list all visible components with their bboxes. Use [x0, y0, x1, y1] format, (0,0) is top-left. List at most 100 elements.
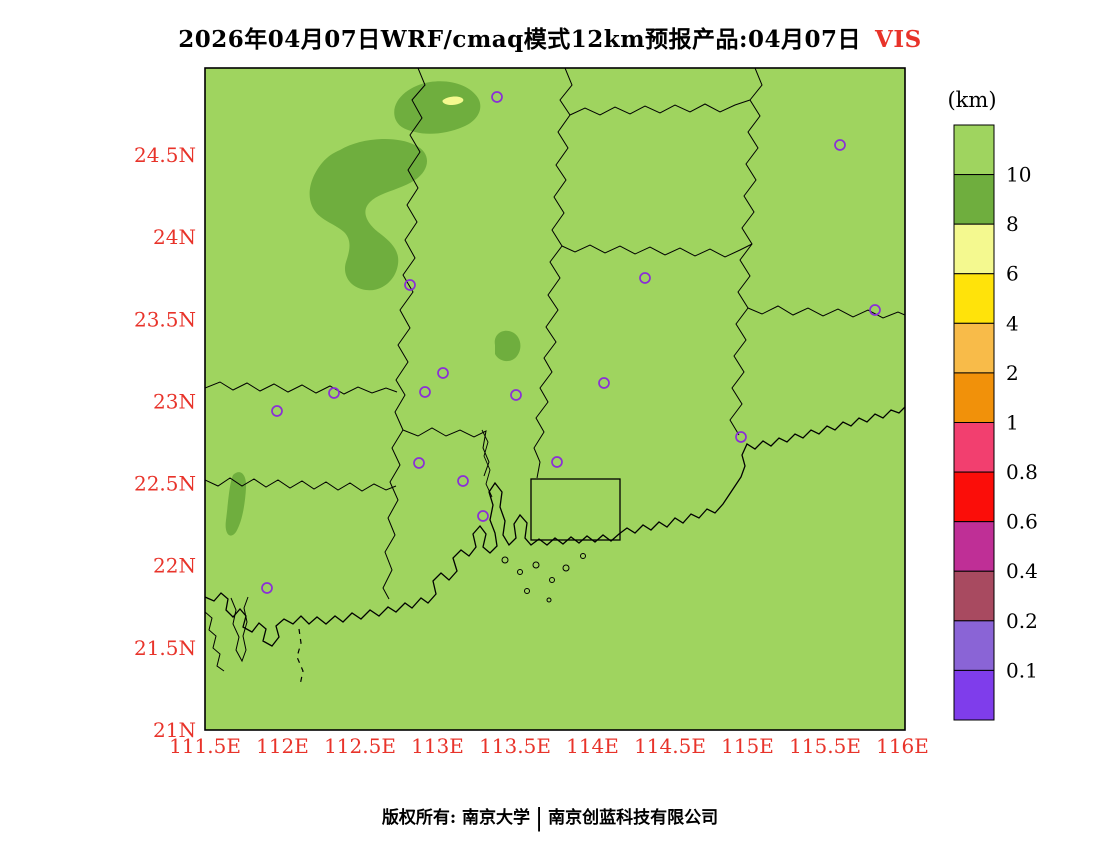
island [549, 577, 555, 583]
lon-axis-labels: 111.5E 112E 112.5E 113E 113.5E 114E 114.5E 115E… [169, 734, 929, 758]
colorbar-tick-label: 8 [1006, 212, 1019, 236]
colorbar-tick-label: 2 [1006, 361, 1019, 385]
lat-label: 23.5N [134, 307, 196, 331]
coastline [205, 406, 905, 686]
lon-label: 113E [411, 734, 464, 758]
island [580, 553, 586, 559]
contour-patch-center [494, 330, 521, 362]
lat-label: 23N [153, 389, 196, 413]
boundary-southwest [205, 477, 397, 492]
colorbar-tick-label: 0.8 [1006, 460, 1038, 484]
city-marker [437, 367, 449, 379]
city-marker [477, 510, 489, 522]
city-marker [869, 304, 881, 316]
colorbar-tick-label: 10 [1006, 163, 1031, 187]
colorbar-cell [953, 471, 995, 523]
lat-axis-labels: 24.5N 24N 23.5N 23N 22.5N 22N 21.5N 21N [134, 143, 196, 742]
colorbar-cell [953, 223, 995, 275]
lon-label: 116E [876, 734, 929, 758]
lat-label: 24N [153, 225, 196, 249]
boundary-east [729, 68, 763, 436]
title-variable: VIS [875, 26, 922, 53]
colorbar-cell [953, 570, 995, 622]
colorbar-cell [953, 372, 995, 423]
island [532, 561, 540, 569]
contour-patches [225, 81, 521, 536]
colorbar-cell [953, 174, 995, 225]
city-marker [551, 456, 563, 468]
city-marker [834, 139, 846, 151]
city-marker [639, 272, 651, 284]
company-text: 南京创蓝科技有限公司 [548, 808, 719, 828]
colorbar-cell [953, 124, 995, 176]
colorbar-tick-label: 0.2 [1006, 609, 1038, 633]
province-boundaries [205, 68, 905, 600]
colorbar-cell [953, 620, 995, 671]
copyright-text: 版权所有: 南京大学 [381, 808, 531, 828]
city-marker [413, 457, 425, 469]
island [562, 564, 570, 572]
lon-label: 114E [566, 734, 619, 758]
copyright-separator: | [535, 804, 544, 832]
lat-label: 21N [153, 718, 196, 742]
city-marker [510, 389, 522, 401]
title-text: 2026年04月07日WRF/cmaq模式12km预报产品:04月07日 [178, 26, 862, 53]
boundary-northeast [747, 305, 905, 319]
river-channel [481, 429, 493, 498]
lon-label: 112E [256, 734, 309, 758]
coastline-main [205, 406, 905, 647]
colorbar-cell [953, 421, 995, 473]
contour-patch-north [394, 81, 481, 134]
boundary-north-mid [561, 243, 753, 258]
colorbar-tick-label: 1 [1006, 410, 1019, 434]
colorbar-unit-label: (km) [947, 88, 996, 112]
city-marker [271, 405, 283, 417]
footer-copyright: 版权所有: 南京大学 | 南京创蓝科技有限公司 [0, 803, 1100, 832]
colorbar-tick-label: 0.6 [1006, 510, 1038, 534]
boundary-west-horizontal [205, 381, 398, 395]
contour-patch-northwest [309, 138, 428, 291]
map-frame [204, 67, 906, 731]
city-marker [404, 279, 416, 291]
island [524, 588, 530, 594]
contour-patch-west [225, 472, 247, 536]
coastline-peninsula [230, 596, 249, 663]
colorbar-cell [953, 521, 995, 572]
city-marker [598, 377, 610, 389]
coastline-inlet [205, 611, 225, 672]
lon-label: 113.5E [479, 734, 551, 758]
boundary-north-upper [569, 99, 751, 116]
lon-label: 115E [721, 734, 774, 758]
lat-label: 21.5N [134, 636, 196, 660]
city-marker [491, 91, 503, 103]
colorbar-cell [953, 273, 995, 324]
nested-domain-box [530, 478, 621, 541]
boundary-central [533, 68, 573, 479]
lon-label: 115.5E [789, 734, 861, 758]
island [546, 597, 552, 603]
colorbar-tick-label: 0.1 [1006, 658, 1038, 682]
colorbar-tick-label: 4 [1006, 311, 1019, 335]
city-markers [261, 91, 881, 594]
map-background [205, 68, 905, 730]
colorbar-cells [953, 124, 995, 721]
lat-label: 24.5N [134, 143, 196, 167]
city-marker [735, 431, 747, 443]
boundary-west [382, 68, 426, 600]
city-marker [457, 475, 469, 487]
city-marker [261, 582, 273, 594]
lat-label: 22.5N [134, 472, 196, 496]
colorbar-cell [953, 322, 995, 374]
island [501, 556, 509, 564]
island [517, 569, 523, 575]
city-marker [328, 387, 340, 399]
islands [501, 553, 586, 603]
contour-patch-yellow-spot [442, 96, 464, 105]
lon-label: 114.5E [634, 734, 706, 758]
lon-label: 112.5E [324, 734, 396, 758]
boundary-delta [402, 427, 490, 477]
colorbar: (km) 10 8 6 4 2 1 0.8 0.6 0.4 0.2 0.1 [947, 88, 1038, 721]
colorbar-ticks: 10 8 6 4 2 1 0.8 0.6 0.4 0.2 0.1 [1006, 163, 1038, 683]
